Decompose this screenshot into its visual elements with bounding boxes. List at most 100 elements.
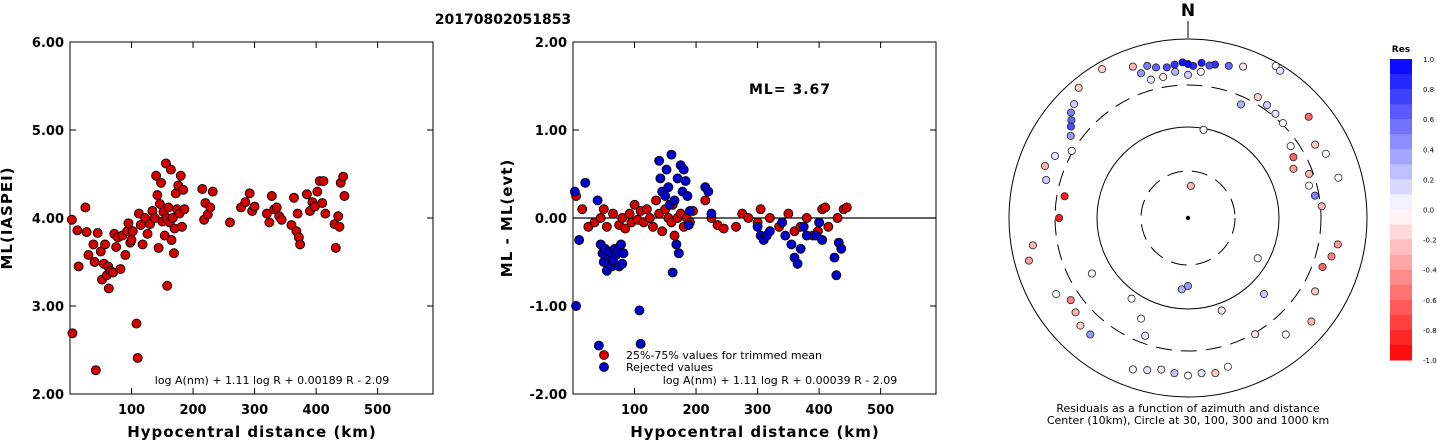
legend-trimmed-marker [599,350,609,360]
colorbar-swatch [1390,59,1412,75]
data-point [159,230,170,241]
data-point [703,186,714,197]
chart1-formula: log A(nm) + 1.11 log R + 0.00189 R - 2.0… [155,374,389,387]
polar-point [1128,365,1137,374]
data-point [752,221,763,232]
colorbar-tick-label: 0.8 [1423,86,1434,94]
data-point [244,188,255,199]
colorbar-tick-label: 1.0 [1423,56,1434,64]
colorbar-title: Res [1392,45,1410,55]
data-point [580,177,591,188]
colorbar-tick-label: 0.6 [1423,116,1435,124]
data-point [81,227,92,238]
y-tick-label: 1.00 [535,124,567,139]
polar-point [1311,287,1320,296]
colorbar-tick-label: -0.6 [1423,297,1437,305]
data-point [836,243,847,254]
polar-point [1321,149,1330,158]
data-point [635,338,646,349]
x-tick-label: 400 [806,403,833,418]
polar-point [1178,58,1187,67]
data-point [644,213,655,223]
data-point [132,352,143,363]
colorbar-tick-label: 0.2 [1423,176,1434,184]
data-point [777,217,788,228]
polar-point [1024,256,1033,265]
data-point [240,197,251,208]
colorbar-swatch [1390,134,1412,150]
data-point [163,202,174,213]
data-point [667,267,678,278]
data-point [764,213,775,223]
data-point [167,213,178,223]
polar-point [1071,308,1080,317]
polar-point [1141,331,1150,340]
data-point [153,242,164,253]
polar-point [1223,362,1232,371]
data-point [654,155,665,166]
data-point [574,235,585,245]
chart2-ylabel: ML - ML(evt) [498,159,516,277]
data-point [624,208,635,219]
polar-point [1253,93,1262,102]
data-point [312,186,323,197]
data-point [338,171,349,182]
data-point [680,176,691,186]
data-point [317,198,328,208]
data-point [169,248,179,259]
polar-point [1317,202,1326,211]
y-tick-label: -2.00 [530,388,567,403]
data-point [92,228,103,238]
polar-point [1137,314,1146,323]
magnitude-vs-distance-chart: 100 200 300 400 500 2.00 3.00 4.00 5.00 6.00 log … [0,36,434,441]
polar-point [1327,252,1336,261]
data-point [618,248,629,259]
data-point [72,225,83,236]
colorbar-swatch [1390,329,1412,346]
legend-rejected-label: Rejected values [626,361,713,374]
polar-point [1224,61,1233,70]
data-point [225,217,235,228]
data-point [339,191,350,201]
data-point [205,202,216,213]
data-point [755,204,766,215]
colorbar-swatch [1390,314,1412,331]
data-point [655,173,666,184]
data-point [67,328,78,339]
data-point [289,192,299,203]
data-point [616,239,626,250]
polar-point [1305,181,1314,190]
center-dot [1185,215,1191,221]
data-point [683,220,694,230]
polar-caption-line1: Residuals as a function of azimuth and d… [1056,402,1319,415]
polar-point [1259,289,1268,298]
polar-point [1143,61,1152,70]
data-point [595,213,606,223]
data-point [151,170,162,181]
data-point [671,239,682,250]
y-tick-label: -1.00 [530,300,567,315]
legend-trimmed-label: 25%-75% values for trimmed mean [626,349,822,362]
data-point [669,195,680,206]
polar-caption-line2: Center (10km), Circle at 30, 100, 300 an… [1047,414,1329,427]
legend-rejected-marker [599,362,609,372]
polar-point [1170,369,1179,378]
data-point [801,213,812,223]
polar-point [1263,101,1272,110]
data-point [80,202,91,213]
data-point [831,270,842,281]
colorbar-tick-label: -0.2 [1423,237,1437,245]
polar-point [1305,169,1314,178]
data-point [90,365,101,376]
data-point [569,186,580,197]
data-point [264,217,275,228]
polar-point [1143,366,1152,375]
colorbar-swatch [1390,224,1412,241]
data-point [115,264,126,274]
polar-point [1186,181,1195,190]
colorbar-swatch [1390,119,1412,135]
polar-point [1253,254,1262,263]
data-point [66,214,77,225]
polar-point [1146,75,1155,84]
y-tick-label: 5.00 [32,124,64,139]
